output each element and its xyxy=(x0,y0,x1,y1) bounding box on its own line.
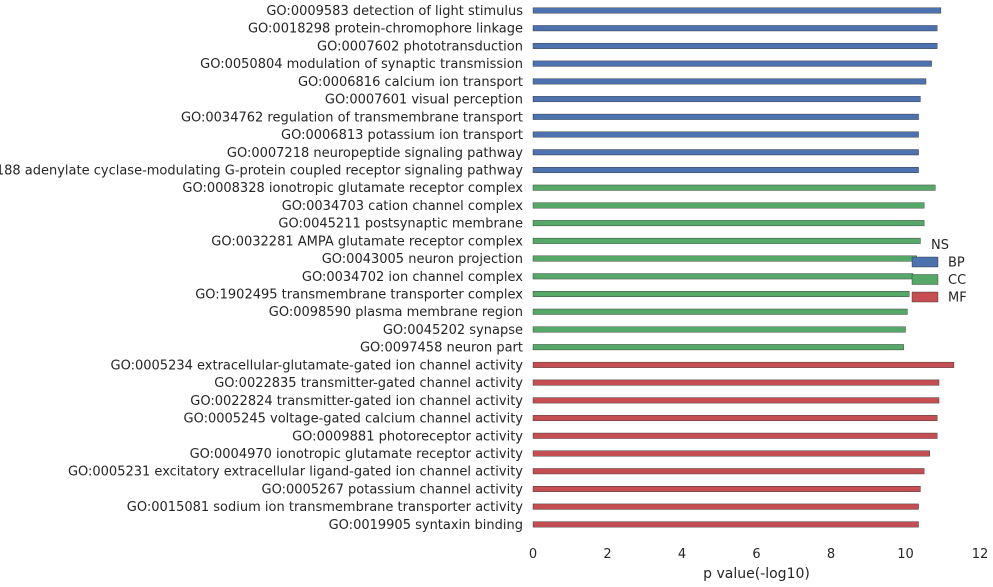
bar-cc xyxy=(532,237,921,244)
bar-mf xyxy=(532,361,955,368)
x-tick-label: 6 xyxy=(752,547,760,562)
category-label: GO:0019905 syntaxin binding xyxy=(329,518,523,533)
bar-mf xyxy=(532,415,938,422)
bar-cc xyxy=(532,184,936,191)
bar-mf xyxy=(532,485,921,492)
legend-swatch-mf xyxy=(911,291,939,303)
legend-swatch-bp xyxy=(911,256,939,268)
x-tick-label: 12 xyxy=(972,547,989,562)
bar-bp xyxy=(532,7,942,14)
bar-bp xyxy=(532,25,938,32)
category-label: GO:0098590 plasma membrane region xyxy=(269,305,523,320)
category-label: GO:0005267 potassium channel activity xyxy=(262,482,524,497)
category-label: GO:0004970 ionotropic glutamate receptor… xyxy=(190,447,524,462)
bar-mf xyxy=(532,432,938,439)
legend-label-mf: MF xyxy=(948,291,967,306)
bar-bp xyxy=(532,78,927,85)
category-label: GO:0034703 cation channel complex xyxy=(282,199,524,214)
category-label: GO:0007218 neuropeptide signaling pathwa… xyxy=(227,146,523,161)
bar-mf xyxy=(532,521,919,528)
legend-label-bp: BP xyxy=(948,256,965,271)
category-label: GO:0034762 regulation of transmembrane t… xyxy=(181,110,523,125)
category-label: GO:0045202 synapse xyxy=(383,323,523,338)
bar-cc xyxy=(532,308,908,315)
category-label: GO:0009583 detection of light stimulus xyxy=(266,4,523,19)
category-label: GO:0022835 transmitter-gated channel act… xyxy=(214,376,523,391)
bar-bp xyxy=(532,42,938,49)
category-label: GO:0015081 sodium ion transmembrane tran… xyxy=(127,500,523,515)
category-label: GO:0007602 phototransduction xyxy=(317,39,523,54)
bar-mf xyxy=(532,503,919,510)
category-label: GO:0022824 transmitter-gated ion channel… xyxy=(190,394,523,409)
category-label: GO:0050804 modulation of synaptic transm… xyxy=(200,57,523,72)
legend-title: NS xyxy=(931,238,949,253)
legend-swatch-cc xyxy=(911,274,939,285)
bar-mf xyxy=(532,397,940,404)
category-label: GO:0097458 neuron part xyxy=(360,341,523,356)
bar-cc xyxy=(532,291,910,297)
x-axis-label: p value(-log10) xyxy=(703,566,810,582)
x-tick-label: 0 xyxy=(529,547,537,562)
bars-layer xyxy=(532,7,955,528)
bar-mf xyxy=(532,468,925,475)
bar-cc xyxy=(532,273,914,280)
bar-bp xyxy=(532,96,921,103)
x-tick-label: 2 xyxy=(603,547,611,562)
bar-cc xyxy=(532,255,917,262)
bar-cc xyxy=(532,220,925,227)
category-label: GO:0005231 excitatory extracellular liga… xyxy=(68,465,523,480)
category-label: GO:1902495 transmembrane transporter com… xyxy=(195,288,523,303)
bar-bp xyxy=(532,113,919,120)
legend-label-cc: CC xyxy=(948,273,966,288)
category-label: GO:0005234 extracellular-glutamate-gated… xyxy=(111,358,524,373)
x-tick-label: 4 xyxy=(678,547,686,562)
category-label: GO:0032281 AMPA glutamate receptor compl… xyxy=(211,234,523,249)
x-tick-label: 8 xyxy=(827,547,835,562)
category-label: GO:0009881 photoreceptor activity xyxy=(292,429,523,444)
bar-cc xyxy=(532,344,904,351)
bar-bp xyxy=(532,149,919,156)
x-tick-label: 10 xyxy=(897,547,914,562)
bar-mf xyxy=(532,450,930,457)
bar-cc xyxy=(532,202,925,209)
legend: NS BP CC MF xyxy=(911,238,967,306)
x-axis-ticks: 0 2 4 6 8 10 12 xyxy=(529,547,988,562)
category-label: GO:0034702 ion channel complex xyxy=(302,270,523,285)
category-label: GO:0006813 potassium ion transport xyxy=(281,128,523,143)
bar-mf xyxy=(532,379,940,386)
bar-bp xyxy=(532,131,919,138)
category-label: GO:0006816 calcium ion transport xyxy=(298,75,523,90)
category-label: GO:0005245 voltage-gated calcium channel… xyxy=(184,412,524,427)
bar-bp xyxy=(532,60,932,67)
category-label: GO:0007188 adenylate cyclase-modulating … xyxy=(0,163,523,178)
category-label: GO:0043005 neuron projection xyxy=(322,252,523,267)
bar-cc xyxy=(532,326,906,333)
category-labels: GO:0009583 detection of light stimulus GO… xyxy=(0,4,523,533)
category-label: GO:0045211 postsynaptic membrane xyxy=(278,217,523,232)
bar-bp xyxy=(532,167,919,173)
category-label: GO:0007601 visual perception xyxy=(325,93,523,108)
category-label: GO:0018298 protein-chromophore linkage xyxy=(248,22,523,37)
category-label: GO:0008328 ionotropic glutamate receptor… xyxy=(182,181,523,196)
